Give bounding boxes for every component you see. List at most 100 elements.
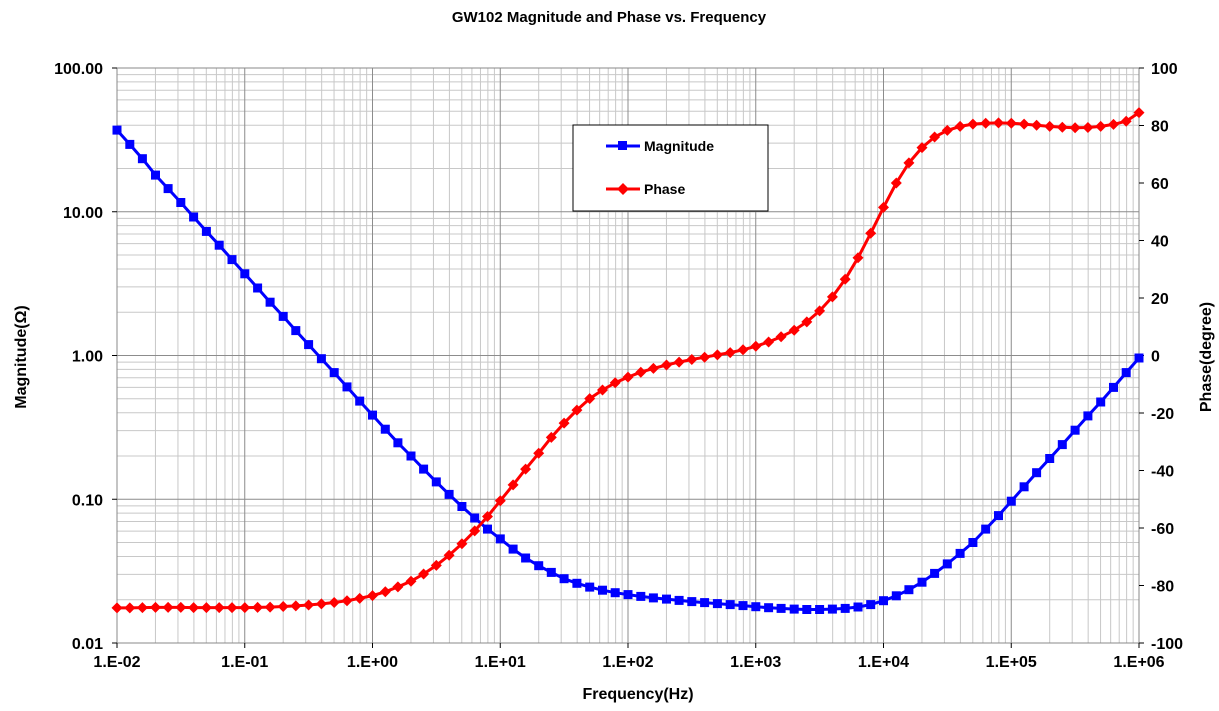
phase-point <box>826 291 838 303</box>
phase-point <box>763 336 775 348</box>
y-right-tick-label: 100 <box>1151 61 1178 78</box>
phase-point <box>711 349 723 361</box>
magnitude-point <box>483 524 492 534</box>
y-right-tick-label: 0 <box>1151 349 1160 366</box>
phase-point <box>1082 122 1094 133</box>
y-right-tick-label: 60 <box>1151 176 1169 193</box>
magnitude-point <box>866 600 876 610</box>
magnitude-point <box>521 553 531 563</box>
phase-point <box>571 404 583 416</box>
magnitude-point <box>137 154 147 164</box>
magnitude-point <box>112 125 122 135</box>
phase-point <box>609 377 621 389</box>
magnitude-point <box>662 594 671 604</box>
magnitude-point <box>840 603 850 613</box>
magnitude-point <box>419 464 429 474</box>
phase-point <box>277 601 289 612</box>
magnitude-point <box>240 269 250 279</box>
magnitude-point <box>981 524 991 534</box>
phase-point <box>1108 118 1119 130</box>
magnitude-point <box>585 582 595 592</box>
magnitude-point <box>559 574 569 584</box>
phase-point <box>430 559 442 571</box>
x-tick-label: 1.E+02 <box>602 654 653 671</box>
phase-point <box>967 118 979 130</box>
y-right-tick-label: -20 <box>1151 406 1174 423</box>
phase-point <box>929 131 941 143</box>
magnitude-point <box>598 585 607 595</box>
magnitude-point <box>674 595 684 605</box>
phase-point <box>507 479 519 491</box>
magnitude-point <box>227 255 237 265</box>
magnitude-point <box>265 297 275 307</box>
y-left-tick-label: 10.00 <box>63 205 103 222</box>
phase-point <box>558 417 570 429</box>
magnitude-point <box>534 561 544 571</box>
magnitude-point <box>189 212 199 222</box>
y-left-tick-label: 100.00 <box>54 61 103 78</box>
magnitude-point <box>1083 411 1093 421</box>
magnitude-point <box>457 502 467 511</box>
magnitude-point <box>1045 454 1055 463</box>
legend-box <box>572 124 769 212</box>
phase-point <box>456 538 468 550</box>
x-tick-label: 1.E+03 <box>730 654 781 671</box>
magnitude-point <box>687 597 697 607</box>
legend-phase-marker <box>617 183 629 195</box>
phase-point <box>264 601 276 613</box>
phase-point <box>878 201 889 213</box>
y-left-tick-label: 0.10 <box>72 492 103 509</box>
magnitude-point <box>648 593 658 603</box>
phase-point <box>1120 115 1132 127</box>
y-right-tick-label: 20 <box>1151 291 1169 308</box>
phase-point <box>213 602 225 614</box>
phase-point <box>533 447 545 459</box>
legend-magnitude-marker <box>618 141 627 150</box>
x-tick-label: 1.E+06 <box>1113 654 1164 671</box>
magnitude-point <box>930 568 940 578</box>
x-tick-label: 1.E+01 <box>475 654 526 671</box>
y-left-tick-labels: 0.01 0.10 1.00 10.00 100.00 <box>54 61 103 653</box>
magnitude-point <box>393 438 403 448</box>
phase-point <box>175 601 187 613</box>
phase-point <box>635 366 647 378</box>
magnitude-point <box>1096 397 1106 407</box>
magnitude-point <box>278 311 288 321</box>
magnitude-point <box>329 368 339 378</box>
phase-point <box>839 273 851 285</box>
phase-point <box>597 384 608 396</box>
magnitude-point <box>176 198 186 207</box>
phase-point <box>162 601 174 613</box>
magnitude-point <box>163 184 173 194</box>
phase-point <box>226 602 238 614</box>
magnitude-point <box>151 170 160 180</box>
magnitude-point <box>470 513 480 523</box>
chart-title: GW102 Magnitude and Phase vs. Frequency <box>452 9 767 26</box>
magnitude-point <box>610 588 620 598</box>
magnitude-point <box>1032 468 1042 478</box>
magnitude-point <box>994 511 1003 521</box>
phase-point <box>1069 122 1081 134</box>
phase-point <box>584 393 596 405</box>
phase-point <box>494 495 506 507</box>
magnitude-point <box>380 424 390 434</box>
phase-point <box>482 511 493 522</box>
magnitude-point <box>291 326 301 336</box>
phase-point <box>469 525 481 537</box>
phase-point <box>1044 120 1056 132</box>
phase-point <box>775 331 787 343</box>
x-axis-label: Frequency(Hz) <box>582 686 693 703</box>
phase-point <box>443 549 455 561</box>
phase-point <box>980 117 992 129</box>
legend: Magnitude Phase <box>572 124 769 212</box>
y-left-tick-label: 0.01 <box>72 636 103 653</box>
magnitude-point <box>572 578 582 588</box>
magnitude-point <box>316 354 326 364</box>
magnitude-point <box>1006 496 1016 506</box>
phase-point <box>954 120 966 132</box>
y-right-tick-label: 80 <box>1151 119 1169 136</box>
phase-point <box>993 117 1004 129</box>
magnitude-point <box>751 602 761 612</box>
x-tick-label: 1.E-01 <box>221 654 268 671</box>
